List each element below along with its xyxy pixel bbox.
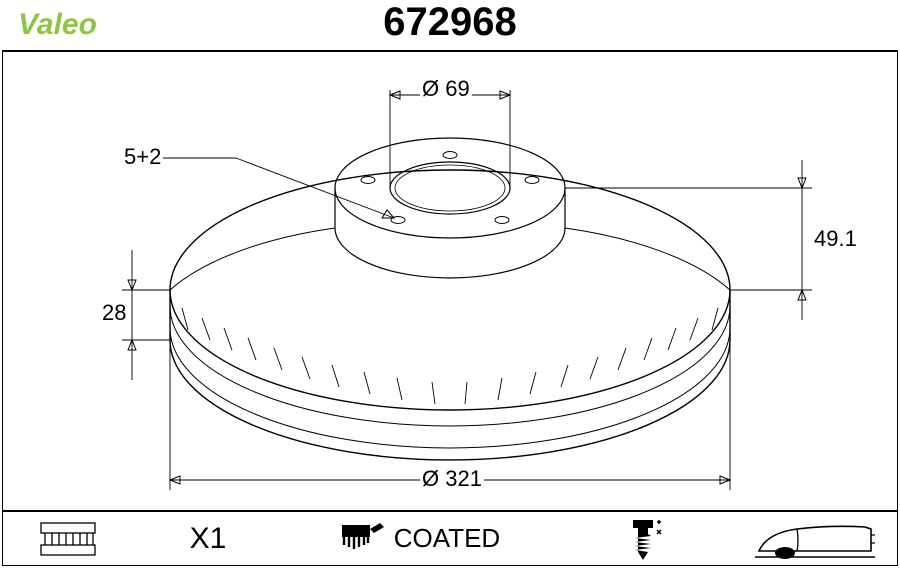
dim-outer: Ø 321 [420, 466, 484, 492]
dim-bolt-pattern: 5+2 [122, 144, 163, 170]
quantity-label: X1 [133, 512, 283, 565]
technical-drawing [2, 50, 898, 512]
dim-bore: Ø 69 [420, 76, 472, 102]
vented-disc-icon [3, 512, 133, 565]
dim-thickness: 28 [100, 300, 128, 326]
dim-height: 49.1 [812, 226, 859, 252]
coating-text: COATED [394, 523, 500, 554]
brush-icon [336, 519, 386, 559]
screw-icon [553, 512, 733, 565]
part-number: 672968 [0, 0, 900, 45]
car-front-icon [733, 512, 897, 565]
footer-bar: X1 COATED [2, 512, 898, 566]
coated-label: COATED [283, 512, 553, 565]
